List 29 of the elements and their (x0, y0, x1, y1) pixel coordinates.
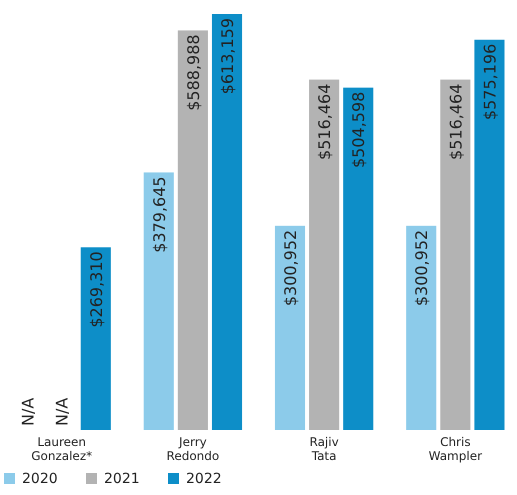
bar (474, 40, 505, 430)
bar (406, 226, 436, 430)
data-label: $379,645 (150, 176, 169, 253)
x-tick-label: Laureen Gonzalez* (31, 435, 92, 463)
data-label: $300,952 (412, 230, 432, 306)
bar (440, 80, 470, 430)
data-label: $516,464 (315, 84, 334, 160)
legend-label: 2020 (22, 471, 58, 487)
x-tick-label: Rajiv Tata (310, 435, 339, 463)
data-label: $516,464 (446, 84, 466, 160)
bar (343, 88, 374, 430)
bar (309, 80, 340, 430)
legend-label: 2021 (104, 471, 140, 487)
bar (144, 172, 174, 430)
bar (80, 247, 111, 430)
data-label: $504,598 (349, 92, 368, 168)
data-label: $588,988 (184, 34, 203, 111)
text: N/A (52, 398, 72, 426)
bar (274, 226, 306, 430)
data-label: $269,310 (86, 251, 106, 328)
data-label: $575,196 (480, 44, 500, 120)
legend-label: 2022 (186, 471, 222, 487)
x-tick-label: Chris Wampler (428, 435, 482, 463)
text: N/A (18, 398, 38, 426)
bar (178, 30, 208, 430)
data-label: $300,952 (280, 230, 300, 306)
data-label: $613,159 (218, 18, 238, 94)
bar (212, 14, 242, 430)
x-tick-label: Jerry Redondo (166, 435, 220, 463)
